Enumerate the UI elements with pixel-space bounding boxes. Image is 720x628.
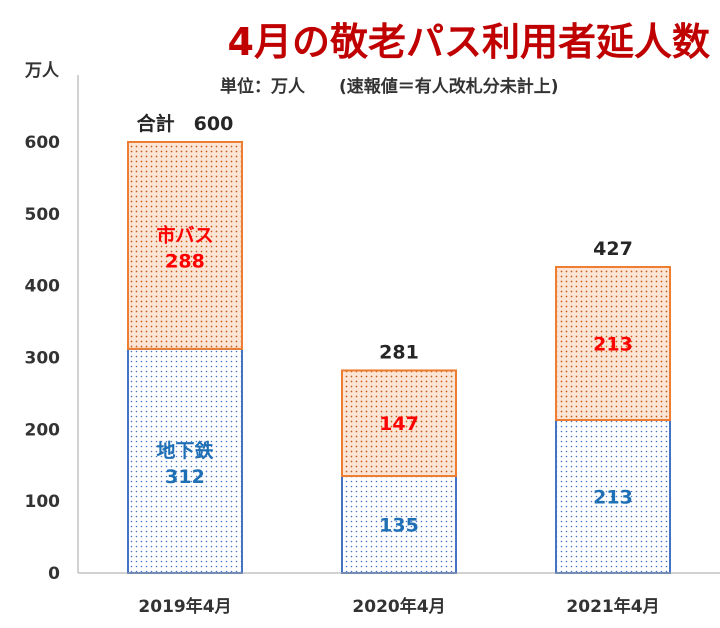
bar-segment: [127, 347, 243, 574]
series-label: 地下鉄: [156, 439, 213, 462]
data-label: 312: [165, 466, 205, 488]
bar-segment: [555, 265, 671, 421]
total-label: 合計 600: [137, 112, 234, 135]
x-tick-label: 2020年4月: [352, 596, 445, 617]
total-label: 281: [379, 341, 419, 363]
y-tick-label: 200: [25, 420, 61, 440]
chart-title: 4月の敬老パス利用者延人数: [228, 20, 710, 64]
y-tick-label: 300: [25, 349, 61, 369]
series-label: 市バス: [156, 223, 213, 246]
x-axis: 2019年4月 2020年4月 2021年4月: [138, 596, 659, 617]
y-tick-label: 600: [25, 133, 61, 153]
chart-subtitle: 単位：万人 (速報値＝有人改札分未計上): [220, 76, 559, 97]
total-label: 427: [593, 238, 633, 260]
x-tick-label: 2019年4月: [138, 596, 231, 617]
data-label: 147: [379, 413, 419, 435]
bar-segment: [127, 141, 243, 350]
y-axis: 0 100 200 300 400 500 600: [25, 133, 61, 584]
bars: 地下鉄 312 市バス 288 合計 600 135 147 281 213 213 427: [127, 112, 671, 574]
y-tick-label: 100: [25, 492, 61, 512]
data-label: 135: [379, 515, 419, 537]
y-tick-label: 500: [25, 205, 61, 225]
y-axis-label: 万人: [24, 61, 60, 81]
data-label: 213: [593, 333, 633, 355]
bar-segment: [341, 369, 457, 478]
data-label: 288: [165, 250, 205, 272]
y-tick-label: 400: [25, 277, 61, 297]
data-label: 213: [593, 486, 633, 508]
y-tick-label: 0: [48, 564, 60, 584]
x-tick-label: 2021年4月: [566, 596, 659, 617]
